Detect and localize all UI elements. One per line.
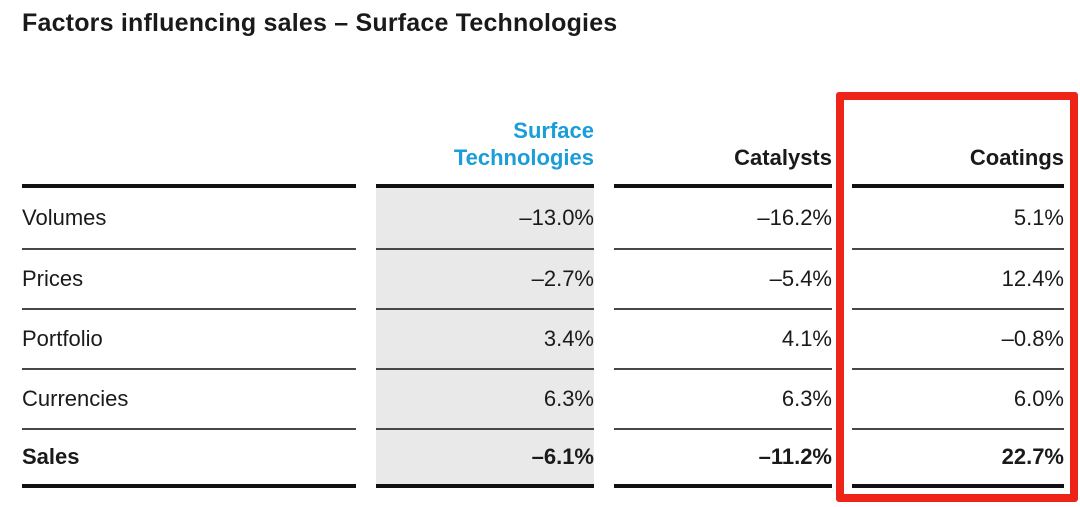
- cell-portfolio-surface-technologies: 3.4%: [376, 308, 594, 368]
- row-label-portfolio: Portfolio: [22, 308, 356, 368]
- column-header-label: Catalysts: [734, 144, 832, 170]
- cell-prices-catalysts: –5.4%: [614, 248, 832, 308]
- cell-volumes-surface-technologies: –13.0%: [376, 188, 594, 248]
- column-header-label: Coatings: [969, 144, 1064, 170]
- cell-portfolio-catalysts: 4.1%: [614, 308, 832, 368]
- column-header-label: Surface Technologies: [453, 118, 594, 170]
- cell-prices-surface-technologies: –2.7%: [376, 248, 594, 308]
- cell-sales-catalysts: –11.2%: [614, 428, 832, 488]
- row-label-sales: Sales: [22, 428, 356, 488]
- cell-volumes-catalysts: –16.2%: [614, 188, 832, 248]
- column-header-surface-technologies: Surface Technologies: [376, 90, 594, 188]
- cell-sales-surface-technologies: –6.1%: [376, 428, 594, 488]
- column-header-catalysts: Catalysts: [614, 90, 832, 188]
- column-header-coatings: Coatings: [852, 90, 1064, 188]
- cell-currencies-catalysts: 6.3%: [614, 368, 832, 428]
- page-title: Factors influencing sales – Surface Tech…: [22, 9, 618, 37]
- row-label-currencies: Currencies: [22, 368, 356, 428]
- row-label-prices: Prices: [22, 248, 356, 308]
- factors-table: Surface Technologies Catalysts Coatings …: [22, 90, 1064, 488]
- row-label-volumes: Volumes: [22, 188, 356, 248]
- cell-currencies-coatings: 6.0%: [852, 368, 1064, 428]
- header-row-label-spacer: [22, 90, 356, 188]
- cell-sales-coatings: 22.7%: [852, 428, 1064, 488]
- cell-prices-coatings: 12.4%: [852, 248, 1064, 308]
- cell-volumes-coatings: 5.1%: [852, 188, 1064, 248]
- cell-portfolio-coatings: –0.8%: [852, 308, 1064, 368]
- cell-currencies-surface-technologies: 6.3%: [376, 368, 594, 428]
